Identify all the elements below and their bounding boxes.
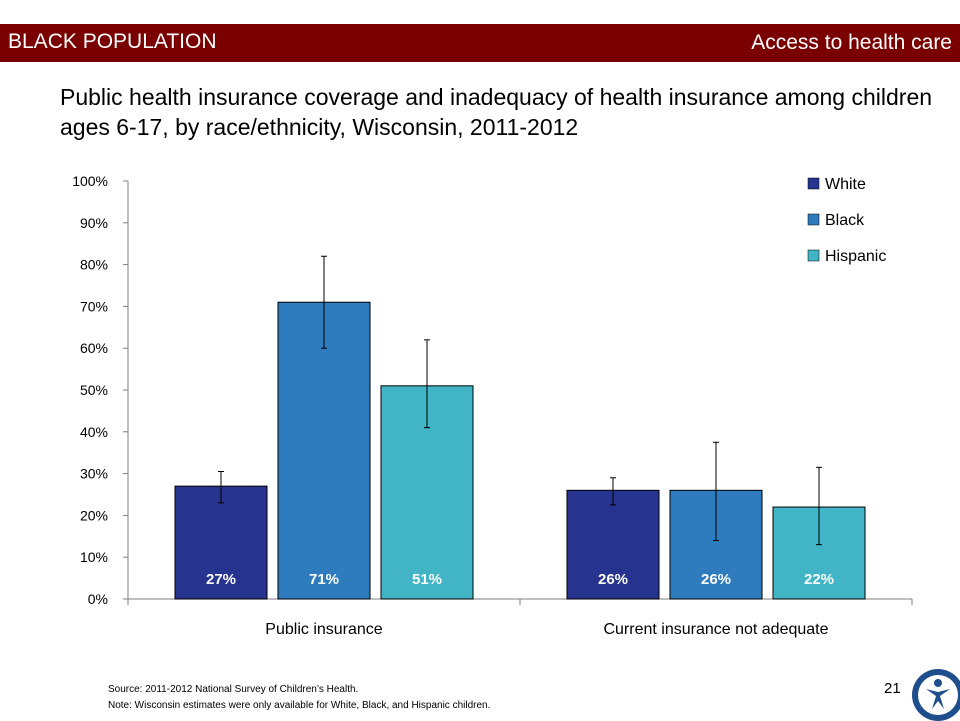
x-category-label: Current insurance not adequate [603, 621, 828, 638]
legend-label: White [825, 176, 866, 193]
bar-black [277, 301, 371, 600]
data-label: 51% [412, 571, 442, 588]
y-tick-label: 90% [80, 215, 108, 231]
bar-white [566, 489, 660, 600]
data-label: 22% [804, 571, 834, 588]
y-tick-label: 70% [80, 298, 108, 314]
y-tick-label: 80% [80, 257, 108, 273]
y-tick-label: 30% [80, 466, 108, 482]
data-label: 26% [701, 571, 731, 588]
y-tick-label: 20% [80, 507, 108, 523]
page-number: 21 [884, 680, 901, 697]
footnote: Note: Wisconsin estimates were only avai… [108, 700, 491, 711]
y-tick-label: 10% [80, 549, 108, 565]
data-label: 27% [206, 571, 236, 588]
legend-label: Hispanic [825, 248, 886, 265]
legend-swatch-black [807, 213, 820, 226]
chart-title: Public health insurance coverage and ina… [60, 84, 933, 140]
y-tick-label: 100% [72, 173, 108, 189]
header-banner: BLACK POPULATION Access to health care [0, 24, 960, 62]
data-label: 26% [598, 571, 628, 588]
legend-label: Black [825, 212, 865, 229]
legend-swatch-hispanic [807, 249, 820, 262]
y-tick-label: 60% [80, 340, 108, 356]
y-tick-label: 50% [80, 382, 108, 398]
section-label: BLACK POPULATION [8, 30, 217, 53]
topic-label: Access to health care [751, 31, 952, 54]
legend-swatch-white [807, 177, 820, 190]
source-note: Source: 2011-2012 National Survey of Chi… [108, 684, 359, 695]
x-category-label: Public insurance [265, 621, 383, 638]
data-label: 71% [309, 571, 339, 588]
y-tick-label: 40% [80, 424, 108, 440]
y-tick-label: 0% [88, 591, 108, 607]
bar-white [174, 485, 268, 600]
health-department-logo-icon [912, 669, 960, 721]
